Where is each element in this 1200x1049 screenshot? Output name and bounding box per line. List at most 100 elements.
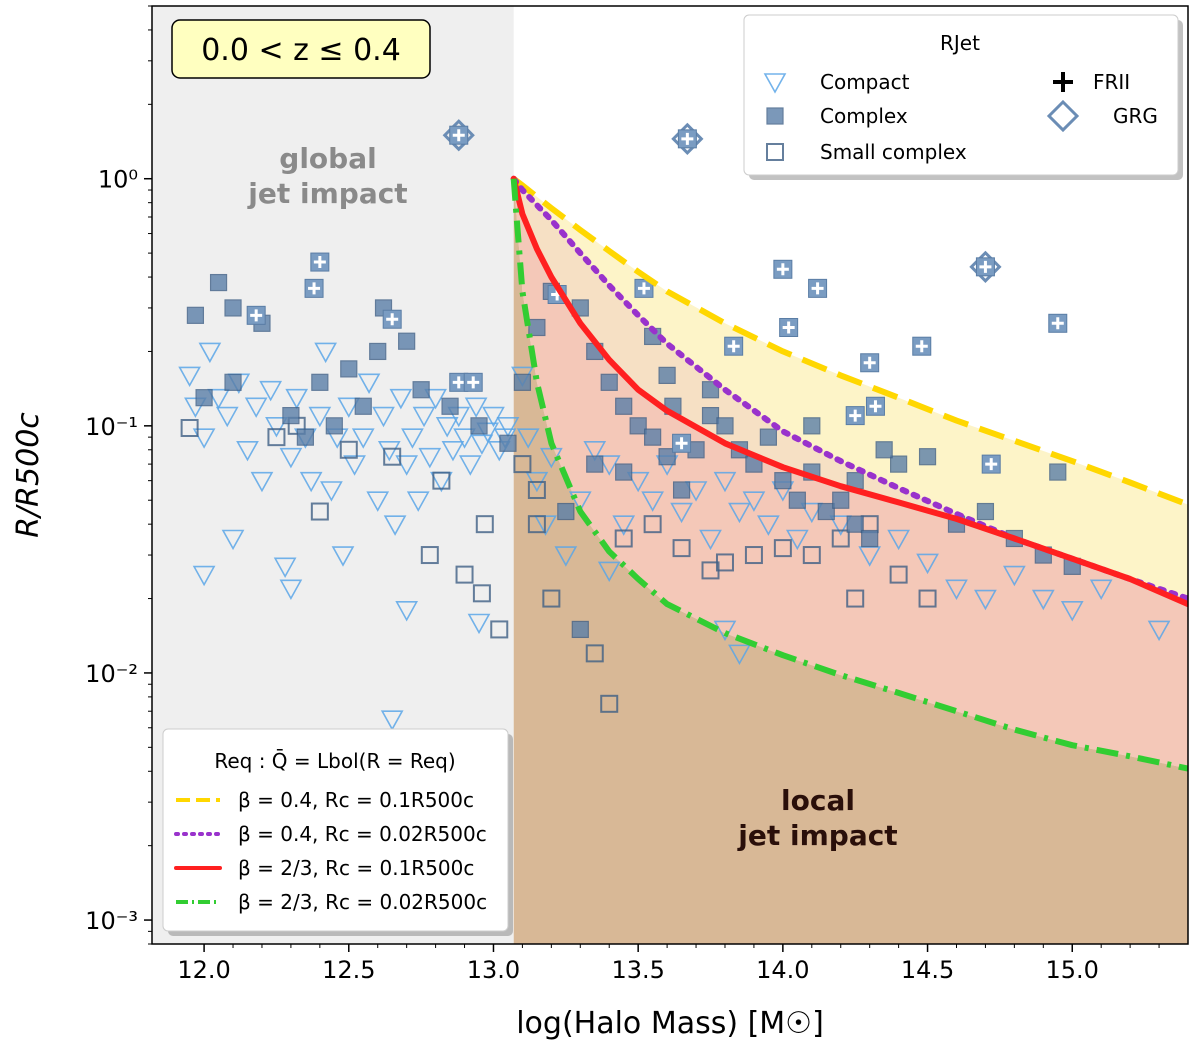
compact-point [916,553,939,575]
complex-point [354,397,372,415]
fill-band-beige [513,178,1188,605]
small-complex-point [614,529,633,548]
compact-point [699,529,722,551]
complex-point [817,502,835,521]
frii-point [304,278,324,298]
complex-point [209,273,228,292]
small-complex-point [527,515,546,534]
frii-point [310,252,330,272]
compact-point [1031,589,1055,611]
compact-point [1003,565,1026,587]
frii-point [1048,313,1068,333]
frii-point [860,353,880,373]
complex-point [296,428,314,446]
compact-point [412,406,436,428]
x-tick-label: 15.0 [1046,956,1099,984]
small-complex-point [432,471,451,490]
redshift-label: 0.0 < z ≤ 0.4 [201,33,401,68]
complex-point [325,417,343,435]
small-complex-point [585,644,604,663]
compact-point [418,447,442,469]
compact-point [1089,579,1113,600]
complex-point [672,481,691,499]
compact-point [343,455,366,476]
legend-curve-label: β = 0.4, Rc = 0.1R500c [238,788,474,812]
compact-point [198,342,222,364]
complex-point [195,389,213,407]
x-axis-label: log(Halo Mass) [M☉] [516,1006,824,1041]
compact-point [406,491,430,512]
complex-point [528,318,546,337]
local-label-line2: jet impact [737,819,897,852]
frii-point [865,396,885,416]
compact-point [424,388,447,410]
legend-curve-label: β = 2/3, Rc = 0.02R500c [238,890,487,914]
complex-point [441,397,459,415]
curve-beta0.67_rc0.1 [510,175,1188,608]
compact-point [554,546,578,567]
frii-point [449,125,469,145]
compact-point [829,515,853,536]
compact-point [482,406,505,428]
x-tick-label: 13.0 [467,956,520,984]
complex-point [658,366,676,384]
curve-beta0.4_rc0.02 [510,175,1188,602]
small-complex-point [643,515,662,534]
compact-point [800,502,824,524]
fill-band-red [513,178,1188,769]
complex-point [586,455,604,473]
x-tick-label: 13.5 [611,956,664,984]
compact-point [184,397,207,418]
complex-point [976,502,995,521]
complex-point [224,373,242,391]
frii-point [808,278,828,298]
compact-point [453,428,476,449]
legend-grg-label: GRG [1113,104,1158,128]
compact-point [568,491,592,512]
complex-point [282,407,300,425]
complex-point [369,342,387,361]
small-complex-point [527,480,546,499]
complex-point [759,428,777,446]
frii-point [975,257,995,277]
compact-point [728,502,751,524]
compact-point [470,434,494,455]
compact-point [215,406,239,428]
compact-point [1060,601,1084,622]
compact-point [244,397,268,418]
frii-point [246,305,266,325]
compact-point [221,529,245,551]
compact-point [612,515,636,536]
small-complex-point [455,565,474,584]
compact-point [192,565,216,587]
frii-point [981,454,1001,474]
complex-point [398,332,416,350]
y-tick-label: 10⁻¹ [85,413,138,441]
frii-point [463,372,483,392]
compact-point [496,417,520,438]
compact-point [742,491,766,512]
compact-point [389,388,413,410]
y-axis-label: R/R500c [11,412,46,538]
complex-point [311,373,329,391]
small-complex-point [831,529,850,548]
complex-point [774,472,792,490]
compact-point [597,455,621,476]
complex-point [832,491,850,509]
frii-point [634,278,654,298]
compact-point [279,447,303,469]
frii-point [779,317,799,337]
compact-point [516,428,540,449]
global-label-line2: jet impact [247,177,407,210]
compact-point [458,455,482,476]
small-complex-point [180,419,199,438]
legend-compact-label: Compact [820,70,910,94]
small-complex-point [542,589,561,608]
compact-point [641,491,664,512]
compact-point [785,529,809,551]
y-axis-ticks: 10⁻³ 10⁻² 10⁻¹ 10⁰ [85,5,152,945]
compact-point [207,388,230,410]
complex-point [571,620,589,639]
legend-complex-label: Complex [820,104,908,128]
complex-point [340,360,358,378]
